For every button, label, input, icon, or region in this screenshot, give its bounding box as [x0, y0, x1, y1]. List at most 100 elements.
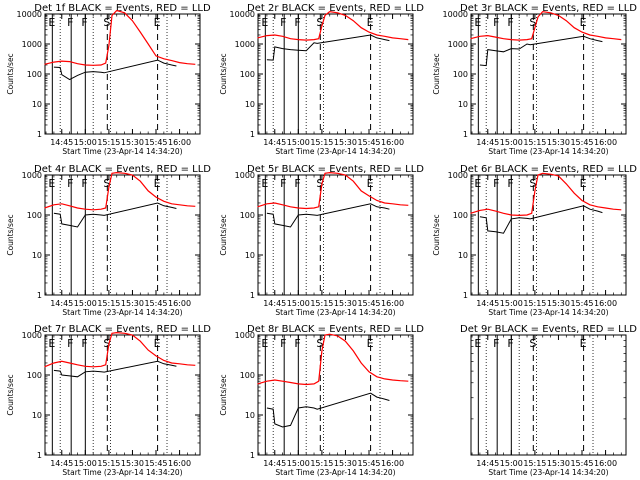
plot-frame [257, 13, 414, 135]
x-tick-label: 15:30 [334, 459, 357, 468]
event-marker-label: S [316, 16, 323, 29]
event-marker-label: E [48, 16, 55, 29]
event-marker-label: E [474, 337, 481, 350]
x-tick-label: 15:45 [357, 459, 380, 468]
x-tick-label: 15:15 [523, 138, 546, 147]
x-tick-label: 16:00 [381, 138, 404, 147]
event-marker-label: E [48, 337, 55, 350]
x-tick-label: 15:00 [500, 299, 523, 308]
x-axis-label: Start Time (23-Apr-14 14:34:20) [275, 468, 395, 477]
x-tick-label: 15:00 [500, 459, 523, 468]
x-tick-label: 15:45 [144, 299, 167, 308]
x-axis-label: Start Time (23-Apr-14 14:34:20) [275, 308, 395, 317]
x-tick-label: 14:45 [263, 138, 286, 147]
y-tick-label: 1 [250, 291, 255, 300]
x-tick-label: 16:00 [594, 299, 617, 308]
y-tick-label: 1 [37, 291, 42, 300]
y-tick-label: 1000 [235, 331, 255, 340]
event-marker-label: S [103, 16, 110, 29]
x-tick-label: 15:30 [547, 299, 570, 308]
chart-title: Det 8r BLACK = Events, RED = LLD [247, 324, 424, 335]
event-marker-label: E [367, 177, 374, 190]
x-tick-label: 15:30 [334, 299, 357, 308]
event-marker-label: F [507, 177, 513, 190]
plot-frame [44, 334, 201, 456]
event-marker-label: E [580, 337, 587, 350]
series-line-lld [470, 172, 622, 217]
event-marker-label: E [261, 16, 268, 29]
y-tick-label: 100 [27, 70, 42, 79]
y-tick-label: 10 [245, 100, 255, 109]
series-line-events [266, 203, 390, 228]
x-tick-label: 14:45 [50, 459, 73, 468]
x-tick-label: 15:00 [287, 138, 310, 147]
chart-title: Det 3r BLACK = Events, RED = LLD [460, 3, 637, 14]
event-marker-label: S [103, 177, 110, 190]
x-tick-label: 15:15 [97, 459, 120, 468]
x-tick-label: 15:30 [121, 138, 144, 147]
y-tick-label: 100 [240, 371, 255, 380]
x-tick-label: 15:15 [97, 138, 120, 147]
x-axis-label: Start Time (23-Apr-14 14:34:20) [488, 308, 608, 317]
y-axis-label: Counts/sec [432, 214, 441, 255]
x-axis-label: Start Time (23-Apr-14 14:34:20) [62, 468, 182, 477]
x-tick-label: 15:30 [121, 299, 144, 308]
event-marker-label: E [580, 16, 587, 29]
event-marker-label: E [580, 177, 587, 190]
y-tick-label: 10 [32, 411, 42, 420]
event-marker-label: E [154, 337, 161, 350]
x-tick-label: 15:30 [334, 138, 357, 147]
x-tick-label: 15:15 [310, 299, 333, 308]
plot-frame [44, 174, 201, 296]
series-line-lld [44, 9, 196, 66]
y-axis-label: Counts/sec [219, 53, 228, 94]
x-tick-label: 15:15 [310, 138, 333, 147]
event-marker-label: F [507, 16, 513, 29]
x-tick-label: 15:45 [570, 459, 593, 468]
x-tick-label: 15:00 [74, 138, 97, 147]
chart-title: Det 9r BLACK = Events, RED = LLD [460, 324, 637, 335]
y-tick-label: 100 [27, 371, 42, 380]
y-axis-label: Counts/sec [219, 214, 228, 255]
x-tick-label: 15:15 [310, 459, 333, 468]
x-tick-label: 15:00 [74, 459, 97, 468]
x-tick-label: 16:00 [168, 299, 191, 308]
x-tick-label: 14:45 [50, 138, 73, 147]
y-axis-label: Counts/sec [6, 214, 15, 255]
event-marker-label: S [316, 177, 323, 190]
event-marker-label: S [529, 177, 536, 190]
plot-frame [470, 334, 627, 456]
y-tick-label: 1 [37, 130, 42, 139]
event-marker-label: E [474, 16, 481, 29]
x-tick-label: 15:30 [547, 459, 570, 468]
event-marker-label: F [294, 16, 300, 29]
x-tick-label: 15:45 [570, 138, 593, 147]
chart-panel-1: Det 1f BLACK = Events, RED = LLD Counts/s… [6, 3, 211, 156]
chart-panel-3: Det 3r BLACK = Events, RED = LLD Counts/s… [432, 3, 637, 156]
y-tick-label: 100 [240, 70, 255, 79]
event-marker-label: E [261, 337, 268, 350]
y-axis-label: Counts/sec [219, 374, 228, 415]
x-tick-label: 15:15 [523, 459, 546, 468]
y-tick-label: 10000 [17, 10, 42, 19]
x-tick-label: 16:00 [168, 459, 191, 468]
x-axis-label: Start Time (23-Apr-14 14:34:20) [488, 468, 608, 477]
y-tick-label: 100 [27, 211, 42, 220]
x-tick-label: 14:45 [50, 299, 73, 308]
event-marker-label: F [81, 337, 87, 350]
x-axis-label: Start Time (23-Apr-14 14:34:20) [62, 147, 182, 156]
chart-panel-6: Det 6r BLACK = Events, RED = LLD Counts/s… [432, 164, 637, 317]
x-axis-label: Start Time (23-Apr-14 14:34:20) [275, 147, 395, 156]
plot-frame [257, 334, 414, 456]
event-marker-label: E [474, 177, 481, 190]
x-tick-label: 15:00 [74, 299, 97, 308]
series-line-lld [44, 331, 196, 368]
y-tick-label: 10 [458, 100, 468, 109]
event-marker-label: E [154, 177, 161, 190]
event-marker-label: E [367, 16, 374, 29]
plot-frame [470, 13, 627, 135]
event-marker-label: S [316, 337, 323, 350]
event-marker-label: F [67, 16, 73, 29]
